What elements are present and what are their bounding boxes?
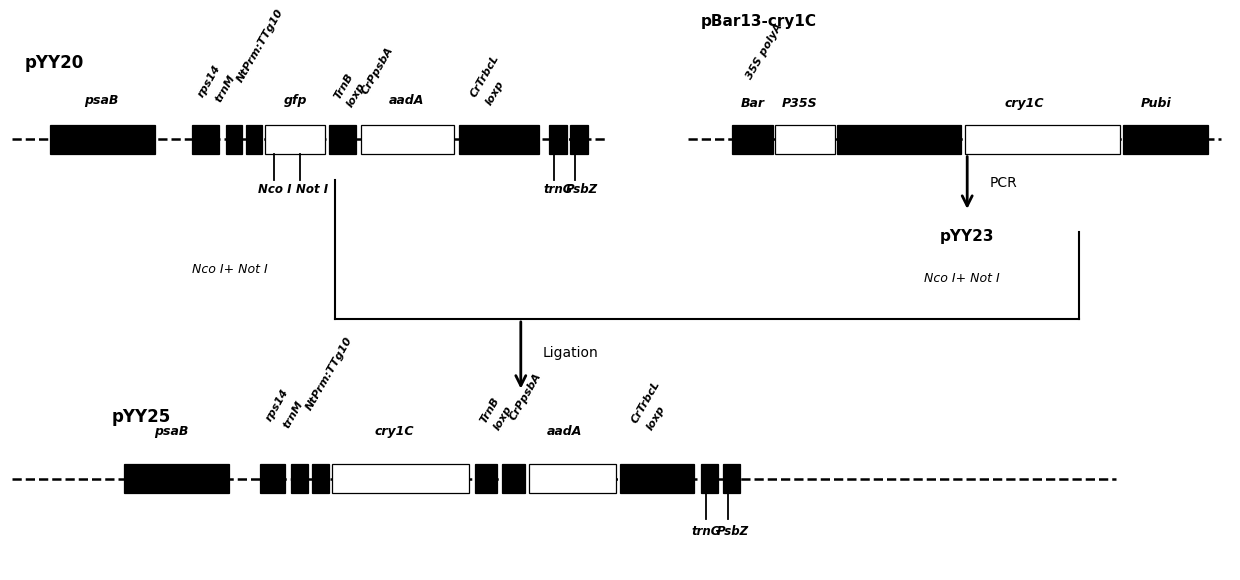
Text: pBar13-cry1C: pBar13-cry1C xyxy=(701,14,817,29)
Bar xyxy=(459,125,539,154)
Bar xyxy=(50,125,155,154)
Text: cry1C: cry1C xyxy=(374,425,414,438)
Text: CrPpsbA: CrPpsbA xyxy=(360,45,394,96)
Text: rps14: rps14 xyxy=(264,387,290,423)
Text: CrTrbcL: CrTrbcL xyxy=(630,379,662,425)
Bar xyxy=(192,125,219,154)
Text: Bar: Bar xyxy=(740,97,765,110)
Bar xyxy=(502,464,525,493)
Bar xyxy=(732,125,773,154)
Text: trnM: trnM xyxy=(281,400,305,430)
Bar xyxy=(1123,125,1208,154)
Text: trnG: trnG xyxy=(692,525,722,538)
Text: pYY23: pYY23 xyxy=(940,229,994,244)
Bar xyxy=(529,464,616,493)
Bar xyxy=(723,464,740,493)
Bar xyxy=(312,464,329,493)
Text: TrnB: TrnB xyxy=(479,395,501,425)
Bar xyxy=(260,464,285,493)
Bar xyxy=(549,125,567,154)
Bar xyxy=(837,125,961,154)
Bar xyxy=(124,464,229,493)
Text: PsbZ: PsbZ xyxy=(565,183,598,195)
Text: Ligation: Ligation xyxy=(543,346,599,360)
Text: PsbZ: PsbZ xyxy=(717,525,749,538)
Bar xyxy=(570,125,588,154)
Text: gfp: gfp xyxy=(284,95,306,107)
Text: P35S: P35S xyxy=(782,97,817,110)
Bar xyxy=(226,125,242,154)
Text: PCR: PCR xyxy=(990,176,1017,190)
Bar xyxy=(246,125,262,154)
Text: cry1C: cry1C xyxy=(1004,97,1044,110)
Text: trnM: trnM xyxy=(213,74,237,104)
Text: Not I: Not I xyxy=(296,183,329,195)
Text: Nco I+ Not I: Nco I+ Not I xyxy=(192,263,268,276)
Text: aadA: aadA xyxy=(547,425,582,438)
Text: psaB: psaB xyxy=(154,425,188,438)
Text: psaB: psaB xyxy=(84,95,119,107)
Bar xyxy=(329,125,356,154)
Bar xyxy=(965,125,1120,154)
Bar xyxy=(291,464,308,493)
Text: Nco I+ Not I: Nco I+ Not I xyxy=(924,272,999,285)
Text: 35S polyA: 35S polyA xyxy=(744,22,784,81)
Text: NtPrm:TTg10: NtPrm:TTg10 xyxy=(304,335,353,412)
Bar xyxy=(265,125,325,154)
Text: Pubi: Pubi xyxy=(1141,97,1171,110)
Text: loxp: loxp xyxy=(492,404,515,432)
Text: TrnB: TrnB xyxy=(332,72,355,102)
Text: CrTrbcL: CrTrbcL xyxy=(469,53,501,99)
Bar xyxy=(361,125,454,154)
Text: trnG: trnG xyxy=(543,183,573,195)
Text: pYY25: pYY25 xyxy=(112,408,171,426)
Text: pYY20: pYY20 xyxy=(25,55,84,72)
Bar xyxy=(775,125,835,154)
Text: loxp: loxp xyxy=(345,81,367,109)
Text: loxp: loxp xyxy=(484,79,506,107)
Text: Nco I: Nco I xyxy=(258,183,291,195)
Text: NtPrm:TTg10: NtPrm:TTg10 xyxy=(236,7,285,84)
Text: CrPpsbA: CrPpsbA xyxy=(508,371,543,422)
Text: aadA: aadA xyxy=(389,95,424,107)
Text: loxp: loxp xyxy=(645,404,667,432)
Bar xyxy=(620,464,694,493)
Text: rps14: rps14 xyxy=(196,63,222,99)
Bar xyxy=(475,464,497,493)
Bar xyxy=(332,464,469,493)
Bar xyxy=(701,464,718,493)
